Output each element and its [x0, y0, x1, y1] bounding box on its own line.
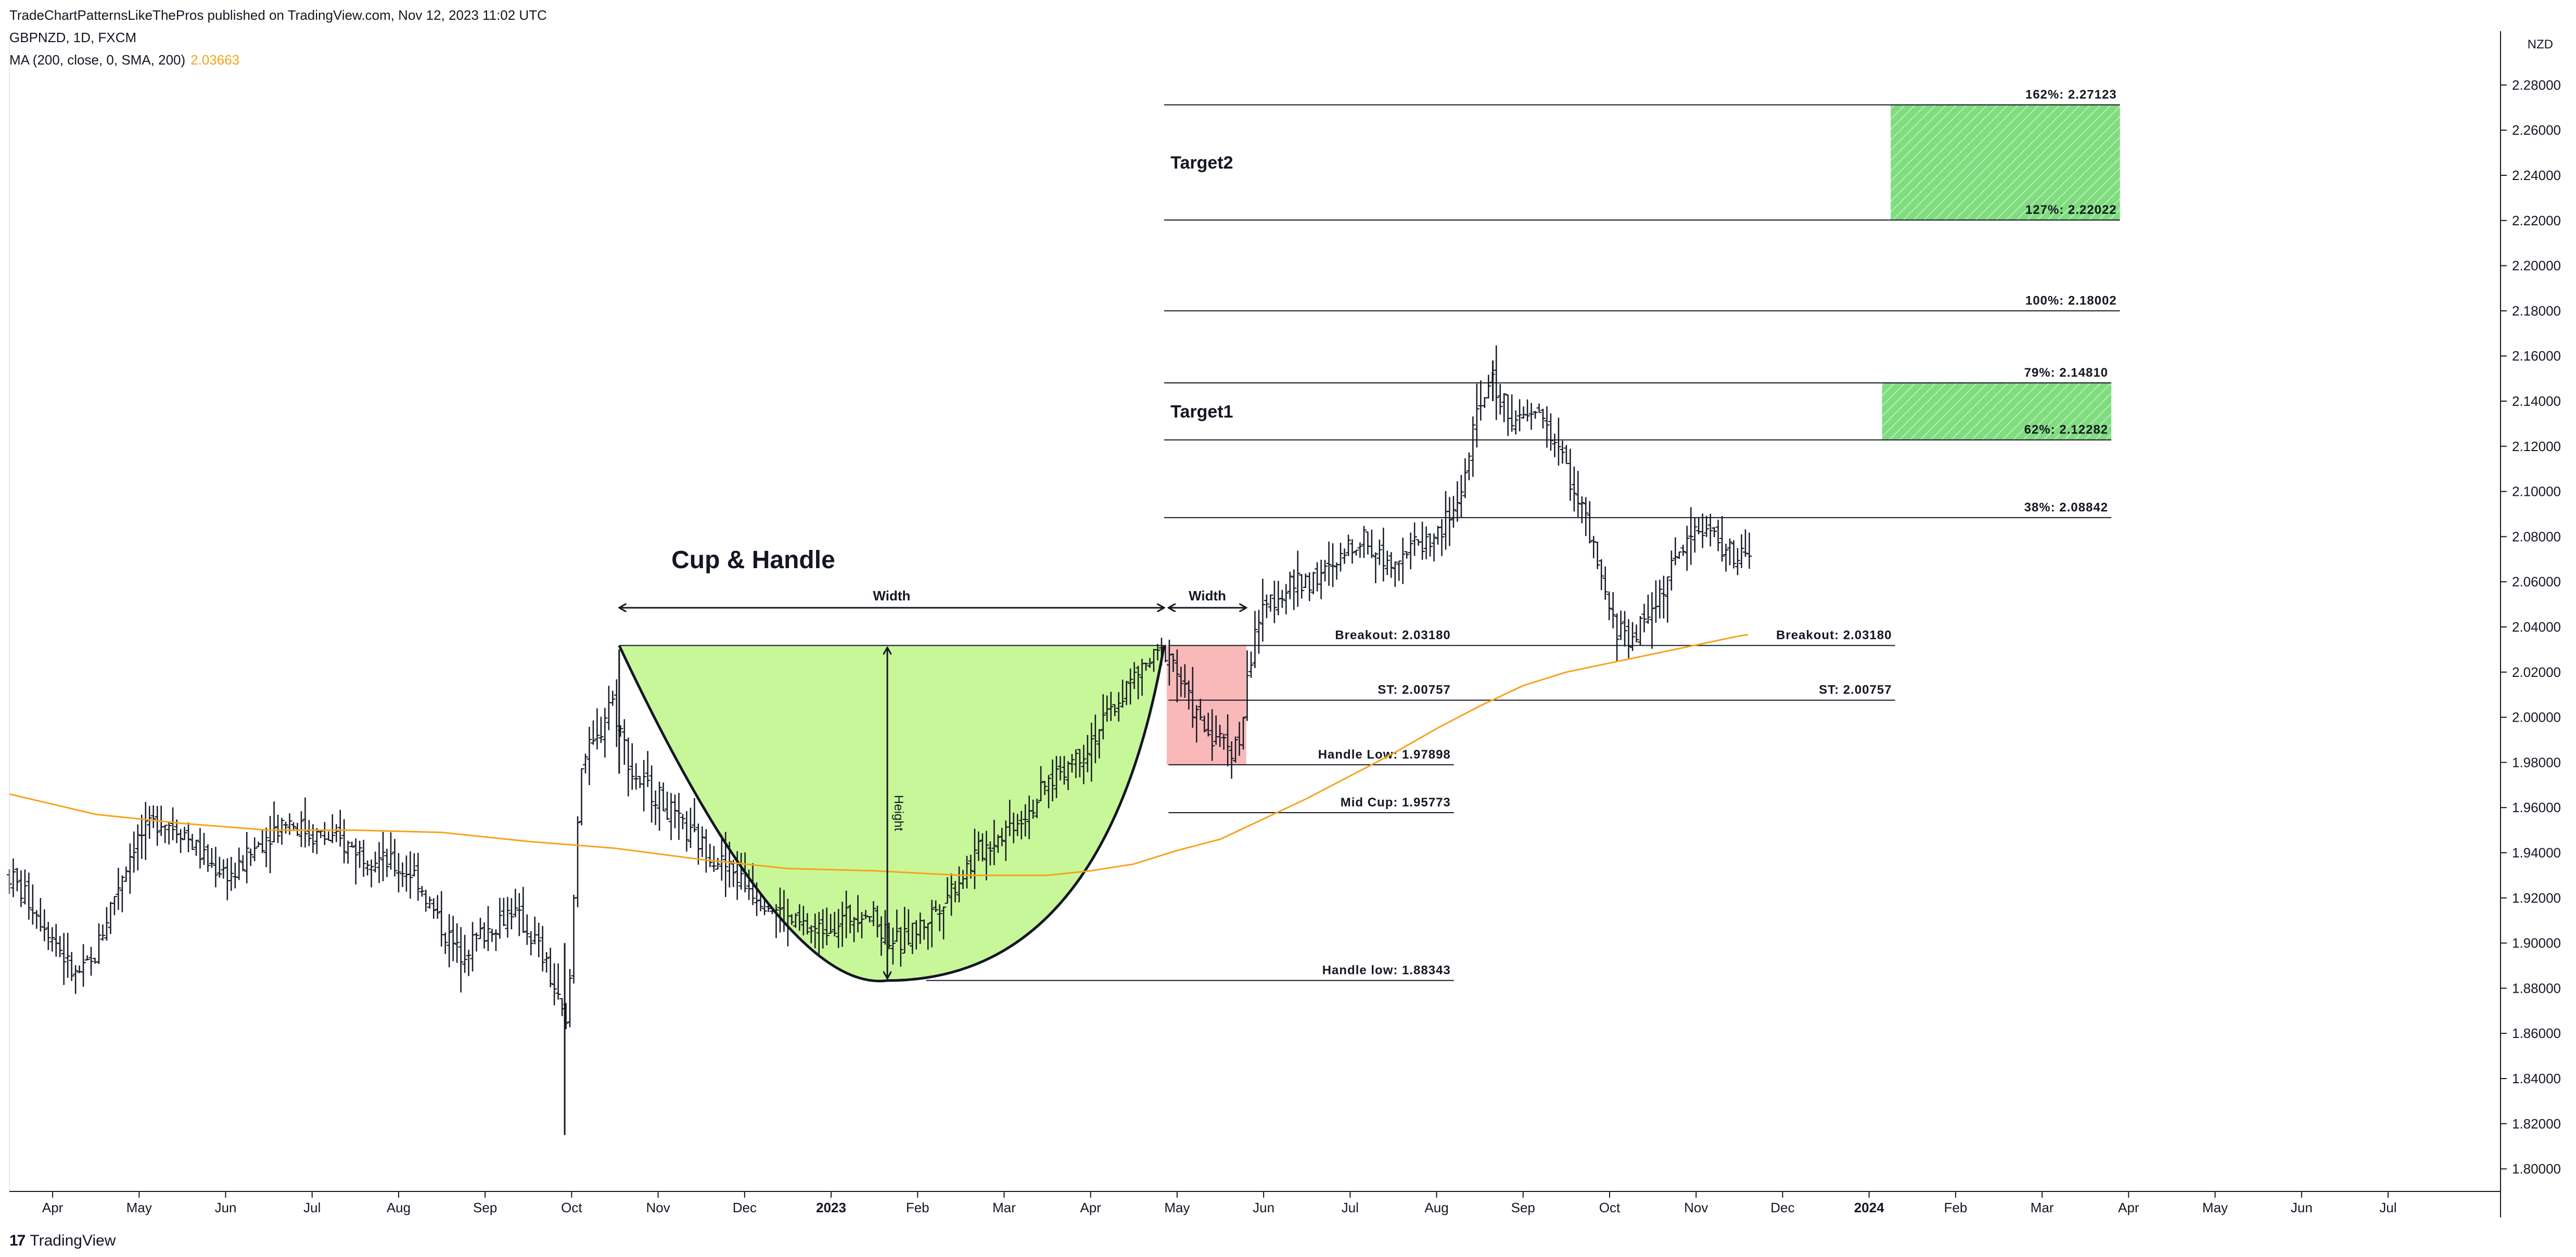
- tradingview-logo[interactable]: 17 TradingView: [9, 1232, 116, 1250]
- handle-low-upper-label: Handle Low: 1.97898: [1318, 748, 1451, 762]
- target2-label: Target2: [1170, 153, 1233, 173]
- x-tick-label: Apr: [42, 1200, 63, 1215]
- ma-200-line: [9, 634, 1749, 876]
- x-tick-label: Jul: [1342, 1200, 1359, 1215]
- x-tick-label: Apr: [1080, 1200, 1101, 1215]
- y-tick-label: 2.08000: [2512, 529, 2561, 544]
- y-tick-label: 2.04000: [2512, 619, 2561, 635]
- target1-box: [1882, 382, 2112, 440]
- x-tick-label: Nov: [1684, 1200, 1708, 1215]
- y-tick-label: 2.06000: [2512, 574, 2561, 589]
- cup-fill: [619, 645, 1164, 981]
- height-label: Height: [891, 795, 906, 831]
- y-tick-label: 2.02000: [2512, 664, 2561, 680]
- y-tick-label: 1.92000: [2512, 890, 2561, 906]
- y-tick-label: 2.26000: [2512, 122, 2561, 138]
- currency-label: NZD: [2527, 37, 2553, 52]
- x-tick-label: Aug: [1424, 1200, 1448, 1215]
- y-tick-label: 2.16000: [2512, 348, 2561, 364]
- y-tick-label: 1.84000: [2512, 1071, 2561, 1086]
- tradingview-brand: TradingView: [30, 1232, 116, 1249]
- x-tick-label: 2024: [1854, 1200, 1884, 1215]
- x-tick-label: Dec: [733, 1200, 757, 1215]
- x-tick-label: Jul: [2379, 1200, 2396, 1215]
- y-tick-label: 2.14000: [2512, 393, 2561, 409]
- x-tick-label: May: [2202, 1200, 2228, 1215]
- x-tick-label: Jun: [1253, 1200, 1274, 1215]
- x-tick-label: Apr: [2118, 1200, 2139, 1215]
- tradingview-icon: 17: [9, 1232, 25, 1249]
- x-tick-label: Feb: [906, 1200, 929, 1215]
- ma-legend-label: MA (200, close, 0, SMA, 200): [9, 52, 186, 68]
- cup-curve: [618, 645, 1166, 983]
- y-tick-label: 2.18000: [2512, 303, 2561, 318]
- mid-cup-label: Mid Cup: 1.95773: [1341, 796, 1451, 810]
- pattern-shapes: [618, 105, 2120, 983]
- x-tick-label: Oct: [561, 1200, 582, 1215]
- fib-62-label: 62%: 2.12282: [2024, 423, 2108, 437]
- y-tick-label: 1.98000: [2512, 754, 2561, 770]
- y-tick-label: 2.00000: [2512, 710, 2561, 725]
- fib-162-label: 162%: 2.27123: [2025, 87, 2117, 101]
- x-tick-label: Jun: [2291, 1200, 2313, 1215]
- fib-127-label: 127%: 2.22022: [2025, 203, 2117, 217]
- x-tick-label: Jul: [303, 1200, 321, 1215]
- st-left-label: ST: 2.00757: [1378, 683, 1450, 697]
- ma-legend-value: 2.03663: [190, 52, 240, 68]
- width-label-2: Width: [1189, 588, 1226, 604]
- fib-79-label: 79%: 2.14810: [2024, 366, 2108, 380]
- breakout-right-label: Breakout: 2.03180: [1776, 628, 1892, 643]
- level-lines: Breakout: 2.03180 Breakout: 2.03180 ST: 2.…: [926, 87, 2120, 981]
- fib-100-label: 100%: 2.18002: [2025, 293, 2117, 307]
- annotations: Target1 Target2 Cup & Handle Width Width Heig…: [619, 153, 1246, 978]
- y-tick-label: 1.94000: [2512, 845, 2561, 861]
- y-tick-label: 2.22000: [2512, 213, 2561, 228]
- x-tick-label: Aug: [387, 1200, 411, 1215]
- handle-low-lower-label: Handle low: 1.88343: [1322, 964, 1451, 978]
- st-right-label: ST: 2.00757: [1819, 683, 1892, 697]
- axes: 1.80000 1.82000 1.84000 1.86000 1.88000 1.900…: [9, 31, 2561, 1217]
- x-tick-label: Feb: [1944, 1200, 1967, 1215]
- x-tick-label: Mar: [2031, 1200, 2054, 1215]
- breakout-left-label: Breakout: 2.03180: [1335, 628, 1450, 643]
- handle-box: [1166, 645, 1246, 765]
- x-tick-label: Dec: [1770, 1200, 1794, 1215]
- target2-box: [1891, 105, 2120, 220]
- publish-info: TradeChartPatternsLikeThePros published …: [9, 7, 547, 23]
- x-tick-label: Sep: [473, 1200, 497, 1215]
- moving-average: [9, 634, 1749, 876]
- x-tick-label: 2023: [816, 1200, 846, 1215]
- y-tick-label: 1.88000: [2512, 980, 2561, 996]
- x-tick-label: May: [1164, 1200, 1190, 1215]
- target1-label: Target1: [1170, 402, 1233, 422]
- symbol-info: GBPNZD, 1D, FXCM: [9, 30, 137, 45]
- x-tick-label: Jun: [215, 1200, 237, 1215]
- x-tick-label: Nov: [646, 1200, 670, 1215]
- y-tick-label: 1.96000: [2512, 800, 2561, 815]
- y-tick-label: 2.20000: [2512, 258, 2561, 274]
- x-tick-label: Sep: [1511, 1200, 1535, 1215]
- fib-38-label: 38%: 2.08842: [2024, 501, 2108, 515]
- x-tick-label: Mar: [992, 1200, 1016, 1215]
- y-tick-label: 1.86000: [2512, 1025, 2561, 1041]
- y-tick-label: 2.10000: [2512, 484, 2561, 499]
- x-tick-label: Oct: [1599, 1200, 1621, 1215]
- pattern-title: Cup & Handle: [671, 546, 835, 574]
- ma-legend[interactable]: MA (200, close, 0, SMA, 200) 2.03663: [9, 52, 239, 68]
- width-label-1: Width: [873, 588, 910, 604]
- y-tick-label: 1.82000: [2512, 1116, 2561, 1132]
- y-tick-label: 2.28000: [2512, 77, 2561, 93]
- x-tick-label: May: [126, 1200, 152, 1215]
- y-tick-label: 2.12000: [2512, 439, 2561, 454]
- y-tick-label: 2.24000: [2512, 168, 2561, 183]
- y-tick-label: 1.90000: [2512, 935, 2561, 951]
- y-tick-label: 1.80000: [2512, 1161, 2561, 1177]
